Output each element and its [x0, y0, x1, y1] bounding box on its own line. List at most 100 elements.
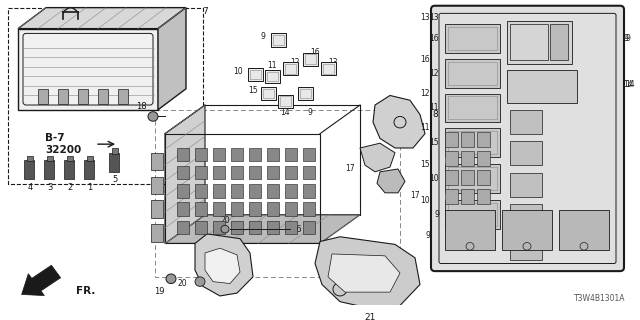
Text: 16: 16 — [310, 48, 320, 57]
Bar — [213, 220, 225, 234]
Text: 15: 15 — [248, 86, 258, 95]
Bar — [263, 89, 274, 98]
Bar — [265, 70, 280, 83]
Bar — [177, 220, 189, 234]
Bar — [67, 156, 73, 161]
Bar — [285, 64, 296, 74]
Bar — [321, 62, 336, 76]
Bar — [195, 148, 207, 161]
Bar — [285, 220, 297, 234]
Bar — [249, 148, 261, 161]
Text: 6: 6 — [295, 225, 301, 234]
Bar — [285, 148, 297, 161]
Bar — [267, 202, 279, 216]
Polygon shape — [205, 248, 240, 284]
Text: 11: 11 — [429, 103, 439, 112]
Bar — [47, 156, 53, 161]
Text: 4: 4 — [28, 183, 33, 192]
Bar — [155, 110, 400, 277]
Bar — [445, 164, 500, 193]
Bar — [448, 203, 497, 226]
Bar — [118, 89, 128, 104]
Text: FR.: FR. — [76, 286, 95, 296]
Text: 3: 3 — [47, 183, 52, 192]
Text: 11: 11 — [420, 124, 430, 132]
Bar — [195, 220, 207, 234]
Text: 32200: 32200 — [45, 145, 81, 155]
Bar — [285, 202, 297, 216]
Bar — [195, 166, 207, 180]
Bar — [448, 62, 497, 85]
Bar — [249, 220, 261, 234]
Bar — [249, 202, 261, 216]
Bar — [151, 224, 163, 242]
Bar — [213, 166, 225, 180]
Bar — [231, 148, 243, 161]
Bar — [177, 184, 189, 198]
Bar — [507, 70, 577, 103]
Bar — [445, 170, 458, 185]
Bar — [298, 87, 313, 100]
Bar — [445, 128, 500, 156]
Bar — [303, 184, 315, 198]
Bar — [300, 89, 311, 98]
Bar — [177, 148, 189, 161]
Polygon shape — [360, 143, 395, 172]
Bar — [445, 93, 500, 122]
Bar — [213, 202, 225, 216]
Text: 14: 14 — [280, 108, 290, 117]
Bar — [283, 62, 298, 76]
Bar — [448, 167, 497, 190]
Bar — [448, 27, 497, 50]
Text: 1: 1 — [88, 183, 93, 192]
Bar — [267, 166, 279, 180]
Text: 13: 13 — [429, 13, 439, 22]
Bar — [510, 141, 542, 165]
Bar — [249, 166, 261, 180]
Polygon shape — [195, 234, 253, 296]
Bar — [278, 94, 293, 108]
Bar — [461, 170, 474, 185]
Bar — [445, 132, 458, 147]
Bar — [461, 151, 474, 166]
Text: 9: 9 — [308, 108, 312, 117]
Bar — [305, 54, 316, 64]
Bar — [510, 110, 542, 134]
Bar — [271, 33, 286, 47]
Polygon shape — [165, 215, 360, 244]
Bar — [477, 170, 490, 185]
Text: 14: 14 — [623, 79, 632, 89]
Bar — [559, 210, 609, 250]
Circle shape — [195, 277, 205, 286]
Bar — [510, 204, 542, 228]
Bar — [213, 148, 225, 161]
Bar — [231, 202, 243, 216]
Text: 21: 21 — [364, 313, 376, 320]
Bar — [24, 160, 34, 180]
Text: 12: 12 — [429, 69, 439, 78]
Bar — [195, 202, 207, 216]
Bar — [461, 132, 474, 147]
Bar — [98, 89, 108, 104]
Bar — [109, 153, 119, 172]
Text: 13: 13 — [328, 58, 338, 67]
Bar — [510, 24, 548, 60]
Bar — [510, 236, 542, 260]
Bar — [461, 189, 474, 204]
Bar — [231, 184, 243, 198]
Text: 5: 5 — [113, 175, 118, 184]
Bar — [112, 148, 118, 154]
Circle shape — [221, 225, 229, 233]
Text: 10: 10 — [429, 174, 439, 183]
Bar — [87, 156, 93, 161]
Polygon shape — [18, 8, 186, 28]
Bar — [250, 70, 261, 79]
Bar — [477, 189, 490, 204]
Text: 10: 10 — [420, 196, 430, 205]
Bar — [448, 96, 497, 119]
Bar — [213, 184, 225, 198]
Bar — [445, 59, 500, 88]
Text: 14: 14 — [625, 79, 635, 89]
Bar — [84, 160, 94, 180]
Bar — [261, 87, 276, 100]
